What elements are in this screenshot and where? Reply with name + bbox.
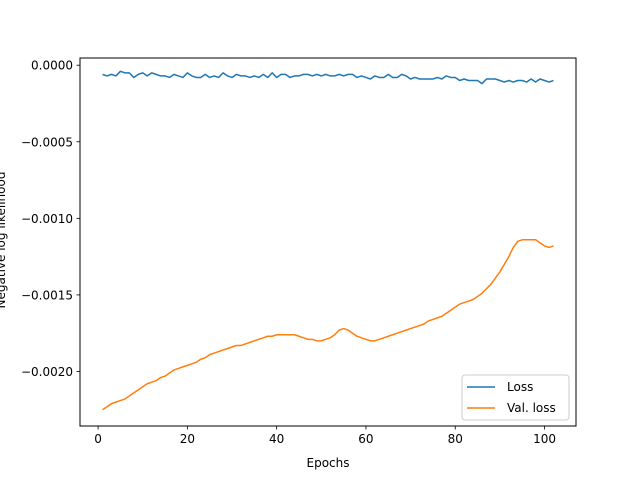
series-layer xyxy=(102,70,554,411)
y-tick-label: −0.0005 xyxy=(21,135,73,149)
x-tick-label: 0 xyxy=(94,432,102,446)
series-line-1 xyxy=(102,239,554,411)
x-tick-label: 100 xyxy=(533,432,556,446)
plot-frame xyxy=(79,57,577,427)
x-tick-label: 40 xyxy=(269,432,284,446)
y-tick-label: −0.0015 xyxy=(21,288,73,302)
legend: Loss Val. loss xyxy=(461,374,570,421)
y-tick-label: −0.0020 xyxy=(21,365,73,379)
legend-label-1: Val. loss xyxy=(507,401,556,415)
legend-label-0: Loss xyxy=(507,380,533,394)
x-tick-label: 20 xyxy=(180,432,195,446)
series-line-0 xyxy=(102,70,554,85)
x-axis-ticks: 0 20 40 60 80 100 xyxy=(94,426,556,446)
y-tick-label: −0.0010 xyxy=(21,212,73,226)
y-axis-label: Negative log likelihood xyxy=(0,172,8,309)
x-tick-label: 80 xyxy=(448,432,463,446)
y-axis-ticks: 0.0000 −0.0005 −0.0010 −0.0015 −0.0020 xyxy=(21,59,80,379)
x-axis-label: Epochs xyxy=(307,456,350,470)
x-tick-label: 60 xyxy=(358,432,373,446)
y-tick-label: 0.0000 xyxy=(31,59,73,73)
plot-area xyxy=(79,57,577,427)
